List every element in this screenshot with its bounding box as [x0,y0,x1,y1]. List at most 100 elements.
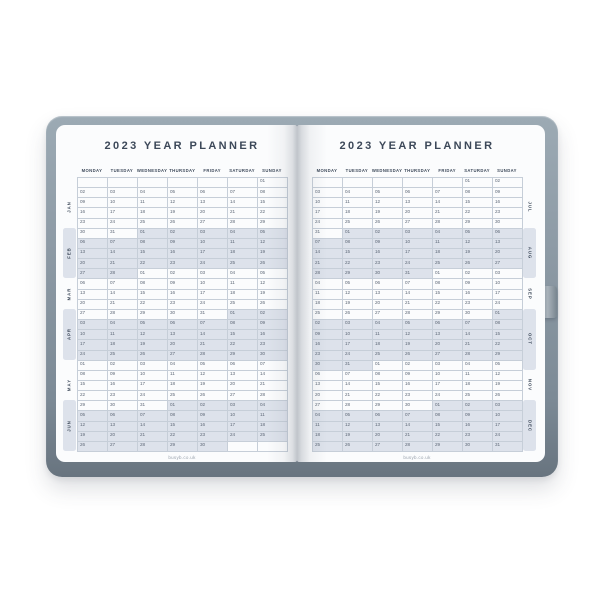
day-cell: 08 [433,411,463,422]
day-cell: 21 [403,299,433,310]
day-cell: 04 [168,360,198,371]
day-cell: 18 [433,249,463,260]
weekday-header: THURSDAY [404,168,431,173]
day-cell: 23 [168,259,198,270]
day-cell: 05 [493,360,523,371]
day-cell: 01 [138,228,168,239]
day-cell: 19 [258,249,288,260]
day-cell: 24 [433,391,463,402]
day-cell: 28 [433,218,463,229]
day-cell: 02 [198,401,228,412]
day-cell: 14 [403,289,433,300]
day-cell: 19 [373,208,403,219]
day-cell: 26 [373,218,403,229]
day-cell [108,178,138,189]
day-cell: 12 [493,370,523,381]
day-cell: 21 [258,380,288,392]
day-cell: 10 [343,330,373,341]
month-label: JUL [527,201,533,213]
day-cell: 16 [168,289,198,300]
weekday-header: MONDAY [316,168,338,173]
day-cell: 27 [198,218,228,229]
day-cell: 08 [138,279,168,290]
day-cell: 10 [198,279,228,290]
day-cell: 28 [108,309,138,321]
day-cell: 12 [198,370,228,381]
day-cell: 24 [403,259,433,270]
day-cell: 10 [313,198,343,209]
day-cell: 15 [138,249,168,260]
day-cell: 22 [138,259,168,270]
day-cell: 07 [463,320,493,331]
day-cell [403,178,433,189]
day-cell: 02 [373,228,403,239]
day-cell: 18 [313,431,343,442]
day-cell: 29 [493,350,523,361]
day-cell: 23 [463,431,493,442]
day-cell: 29 [258,218,288,229]
day-cell [228,178,258,189]
day-cell: 04 [258,401,288,412]
day-cell: 29 [463,218,493,229]
day-cell: 09 [258,320,288,331]
day-cell: 11 [138,198,168,209]
day-cell: 25 [373,350,403,361]
day-cell: 17 [493,421,523,432]
open-pages: 2023 YEAR PLANNER MONDAY TUESDAY WEDNESDAY… [56,125,545,462]
day-cell: 14 [138,421,168,432]
day-cell: 14 [258,370,288,381]
day-cell: 28 [313,269,343,280]
day-cell: 27 [433,350,463,361]
day-cell: 19 [343,299,373,310]
day-cell: 24 [108,218,138,229]
day-cell: 12 [343,289,373,300]
day-cell: 24 [78,350,108,361]
page-title: 2023 YEAR PLANNER [339,140,495,152]
day-cell: 22 [258,208,288,219]
day-cell: 18 [138,208,168,219]
day-cell: 14 [403,421,433,432]
day-cell: 01 [433,269,463,280]
day-cell: 05 [258,228,288,239]
day-cell: 30 [373,269,403,280]
day-cell: 16 [258,330,288,341]
day-cell: 29 [228,350,258,361]
month-shade-strip [63,308,76,360]
day-cell: 06 [198,188,228,199]
day-cell: 18 [463,380,493,392]
day-cell: 17 [343,340,373,351]
day-cell [258,441,288,452]
day-cell: 01 [373,360,403,371]
day-cell: 12 [258,238,288,250]
day-cell: 24 [198,259,228,270]
day-cell: 10 [198,238,228,250]
day-cell: 17 [313,208,343,219]
day-cell: 30 [108,401,138,412]
day-cell: 01 [463,178,493,189]
day-cell [138,178,168,189]
day-cell: 26 [258,259,288,270]
month-gutter: JUL AUG SEP OCT NOV DEC [523,177,537,451]
day-cell: 04 [228,228,258,239]
weekday-header: SATURDAY [229,168,255,173]
day-cell: 09 [403,370,433,381]
day-cell: 25 [168,391,198,402]
day-cell: 05 [403,320,433,331]
footer-brand: busyb.co.uk [403,455,431,460]
day-cell: 06 [433,320,463,331]
day-cell: 21 [108,259,138,270]
day-cell: 15 [228,330,258,341]
day-cell: 23 [373,259,403,270]
day-cell: 18 [258,421,288,432]
day-cell: 21 [228,208,258,219]
day-cell: 18 [228,249,258,260]
weekday-header: THURSDAY [169,168,196,173]
day-cell: 18 [373,340,403,351]
day-cell: 15 [168,421,198,432]
day-cell: 26 [463,259,493,270]
day-cell: 25 [108,350,138,361]
day-cell: 15 [463,198,493,209]
day-cell: 08 [168,411,198,422]
day-cell: 20 [168,340,198,351]
day-cell: 05 [343,279,373,290]
